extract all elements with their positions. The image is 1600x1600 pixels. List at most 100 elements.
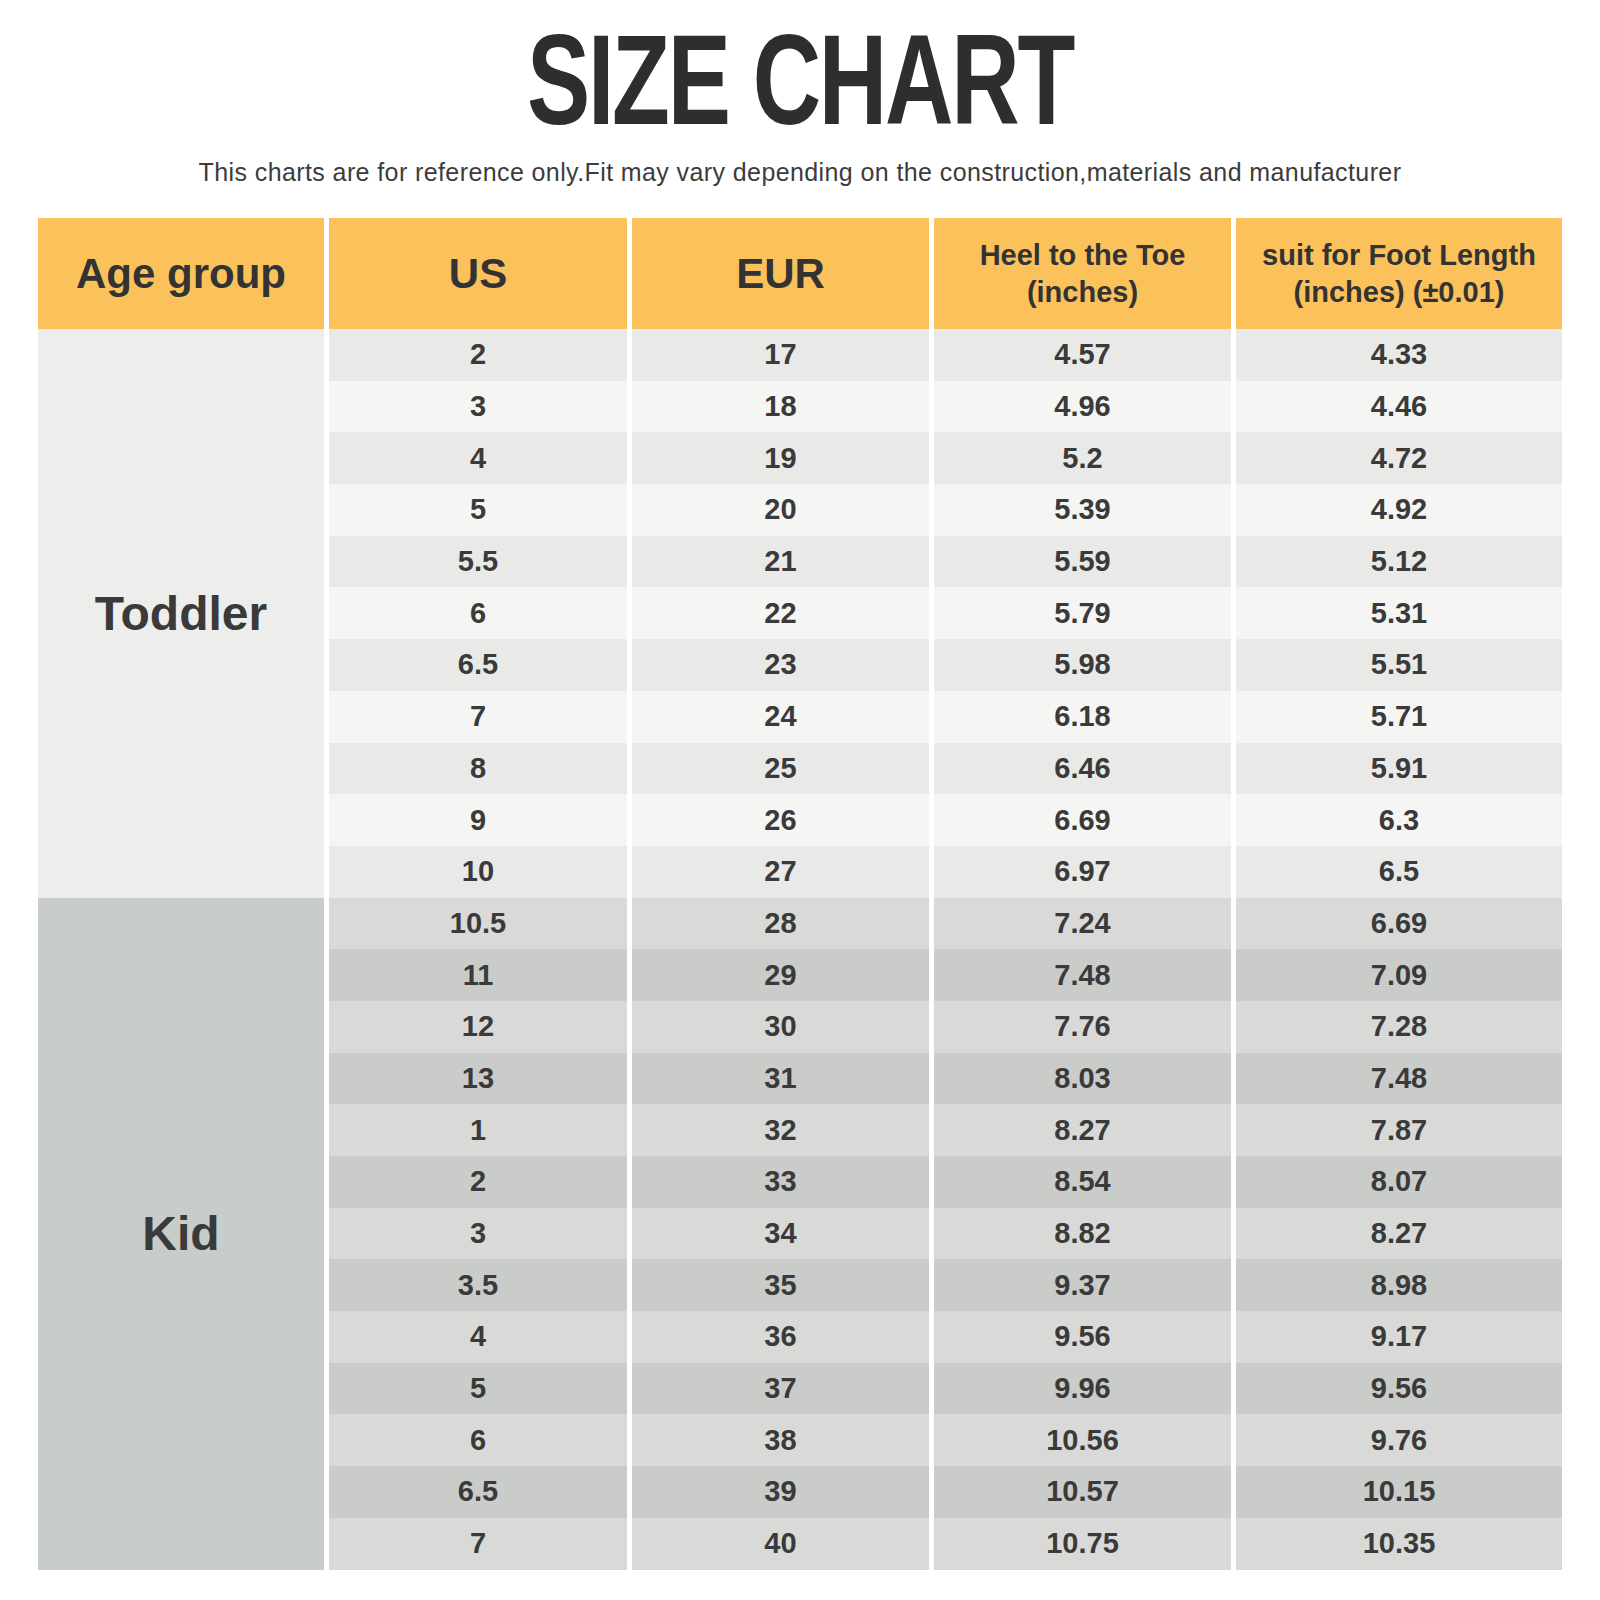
eur-size-cell: 22 (632, 587, 929, 639)
heel-to-toe-cell: 4.96 (934, 381, 1231, 433)
foot-length-cell: 4.92 (1236, 484, 1562, 536)
heel-to-toe-cell: 6.69 (934, 794, 1231, 846)
heel-to-toe-cell: 5.39 (934, 484, 1231, 536)
us-size-cell: 1 (329, 1104, 627, 1156)
foot-length-cell: 9.76 (1236, 1414, 1562, 1466)
eur-size-cell: 37 (632, 1363, 929, 1415)
foot-length-cell: 4.33 (1236, 329, 1562, 381)
eur-size-cell: 31 (632, 1053, 929, 1105)
age-group-cell-toddler: Toddler (38, 329, 324, 898)
foot-length-cell: 9.17 (1236, 1311, 1562, 1363)
header-heel-to-toe: Heel to the Toe (inches) (934, 218, 1231, 329)
foot-length-cell: 6.5 (1236, 846, 1562, 898)
foot-length-cell: 5.91 (1236, 743, 1562, 795)
heel-to-toe-cell: 5.79 (934, 587, 1231, 639)
eur-size-cell: 36 (632, 1311, 929, 1363)
us-size-cell: 5 (329, 1363, 627, 1415)
eur-size-cell: 39 (632, 1466, 929, 1518)
us-size-cell: 12 (329, 1001, 627, 1053)
heel-to-toe-cell: 7.24 (934, 898, 1231, 950)
foot-length-cell: 5.71 (1236, 691, 1562, 743)
heel-to-toe-cell: 6.46 (934, 743, 1231, 795)
heel-to-toe-cell: 8.82 (934, 1208, 1231, 1260)
heel-to-toe-cell: 10.57 (934, 1466, 1231, 1518)
foot-length-cell: 10.15 (1236, 1466, 1562, 1518)
heel-to-toe-cell: 8.27 (934, 1104, 1231, 1156)
size-chart-table: Age group US EUR Heel to the Toe (inches… (38, 218, 1562, 1570)
heel-to-toe-cell: 5.2 (934, 432, 1231, 484)
foot-length-cell: 10.35 (1236, 1518, 1562, 1570)
foot-length-cell: 5.51 (1236, 639, 1562, 691)
heel-to-toe-cell: 7.76 (934, 1001, 1231, 1053)
heel-to-toe-cell: 9.37 (934, 1259, 1231, 1311)
eur-size-cell: 18 (632, 381, 929, 433)
heel-to-toe-cell: 10.56 (934, 1414, 1231, 1466)
us-size-cell: 6 (329, 587, 627, 639)
foot-length-cell: 8.07 (1236, 1156, 1562, 1208)
us-size-cell: 8 (329, 743, 627, 795)
heel-to-toe-cell: 4.57 (934, 329, 1231, 381)
eur-size-cell: 24 (632, 691, 929, 743)
us-size-cell: 9 (329, 794, 627, 846)
eur-size-cell: 33 (632, 1156, 929, 1208)
foot-length-cell: 7.28 (1236, 1001, 1562, 1053)
us-size-cell: 2 (329, 1156, 627, 1208)
heel-to-toe-cell: 10.75 (934, 1518, 1231, 1570)
size-chart-page: SIZE CHART This charts are for reference… (0, 16, 1600, 1600)
eur-size-cell: 35 (632, 1259, 929, 1311)
us-size-cell: 10.5 (329, 898, 627, 950)
header-age-group: Age group (38, 218, 324, 329)
foot-length-cell: 7.48 (1236, 1053, 1562, 1105)
us-size-cell: 6.5 (329, 1466, 627, 1518)
eur-size-cell: 34 (632, 1208, 929, 1260)
heel-to-toe-cell: 5.59 (934, 536, 1231, 588)
us-size-cell: 2 (329, 329, 627, 381)
foot-length-cell: 4.46 (1236, 381, 1562, 433)
page-title: SIZE CHART (208, 16, 1392, 144)
eur-size-cell: 27 (632, 846, 929, 898)
heel-to-toe-cell: 7.48 (934, 949, 1231, 1001)
foot-length-cell: 6.69 (1236, 898, 1562, 950)
heel-to-toe-cell: 9.96 (934, 1363, 1231, 1415)
foot-length-cell: 8.98 (1236, 1259, 1562, 1311)
foot-length-cell: 7.87 (1236, 1104, 1562, 1156)
eur-size-cell: 17 (632, 329, 929, 381)
us-size-cell: 13 (329, 1053, 627, 1105)
foot-length-cell: 4.72 (1236, 432, 1562, 484)
eur-size-cell: 23 (632, 639, 929, 691)
foot-length-cell: 6.3 (1236, 794, 1562, 846)
us-size-cell: 7 (329, 1518, 627, 1570)
eur-size-cell: 30 (632, 1001, 929, 1053)
eur-size-cell: 26 (632, 794, 929, 846)
us-size-cell: 11 (329, 949, 627, 1001)
eur-size-cell: 28 (632, 898, 929, 950)
heel-to-toe-cell: 9.56 (934, 1311, 1231, 1363)
us-size-cell: 5 (329, 484, 627, 536)
us-size-cell: 3 (329, 1208, 627, 1260)
eur-size-cell: 19 (632, 432, 929, 484)
us-size-cell: 3.5 (329, 1259, 627, 1311)
us-size-cell: 6.5 (329, 639, 627, 691)
heel-to-toe-cell: 8.54 (934, 1156, 1231, 1208)
us-size-cell: 4 (329, 432, 627, 484)
heel-to-toe-cell: 6.18 (934, 691, 1231, 743)
header-foot-length: suit for Foot Length (inches) (±0.01) (1236, 218, 1562, 329)
us-size-cell: 10 (329, 846, 627, 898)
foot-length-cell: 8.27 (1236, 1208, 1562, 1260)
eur-size-cell: 38 (632, 1414, 929, 1466)
eur-size-cell: 25 (632, 743, 929, 795)
eur-size-cell: 21 (632, 536, 929, 588)
heel-to-toe-cell: 5.98 (934, 639, 1231, 691)
age-group-cell-kid: Kid (38, 898, 324, 1570)
header-eur-size: EUR (632, 218, 929, 329)
us-size-cell: 3 (329, 381, 627, 433)
us-size-cell: 6 (329, 1414, 627, 1466)
us-size-cell: 4 (329, 1311, 627, 1363)
eur-size-cell: 20 (632, 484, 929, 536)
foot-length-cell: 9.56 (1236, 1363, 1562, 1415)
foot-length-cell: 5.31 (1236, 587, 1562, 639)
eur-size-cell: 29 (632, 949, 929, 1001)
eur-size-cell: 40 (632, 1518, 929, 1570)
eur-size-cell: 32 (632, 1104, 929, 1156)
heel-to-toe-cell: 6.97 (934, 846, 1231, 898)
